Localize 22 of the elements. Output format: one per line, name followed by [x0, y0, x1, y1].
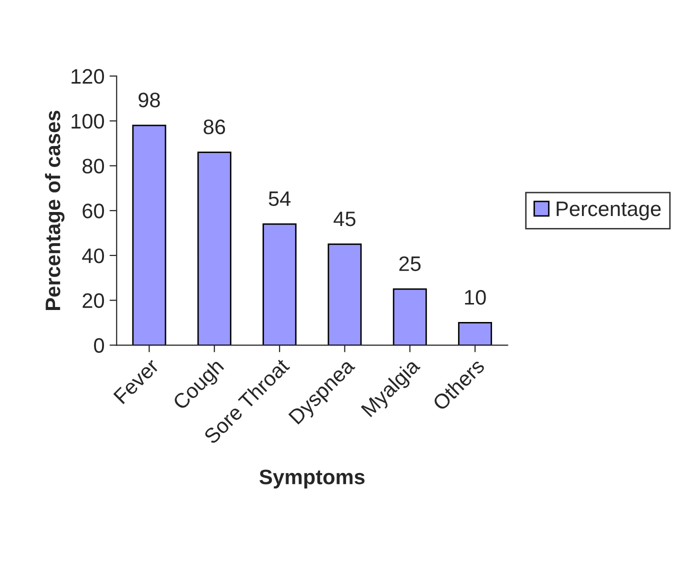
y-tick-label: 60	[82, 204, 104, 218]
y-tick-label: 120	[72, 69, 104, 84]
data-label: 98	[138, 92, 160, 108]
data-label: 54	[268, 192, 291, 206]
y-tick-label: 80	[82, 158, 104, 174]
data-label: 25	[399, 256, 421, 272]
y-axis-title: Percentage of cases	[44, 110, 65, 310]
bar	[262, 223, 297, 346]
y-tick-label: 100	[72, 114, 104, 129]
bar	[392, 288, 427, 346]
legend-label: Percentage	[556, 202, 661, 220]
y-tick-label: 0	[94, 338, 104, 353]
y-tick-label: 20	[82, 293, 104, 308]
bar	[328, 244, 362, 346]
data-label: 10	[465, 290, 486, 305]
bar	[197, 152, 232, 346]
bar	[132, 124, 166, 346]
y-tick-label: 40	[82, 248, 104, 264]
bar	[458, 322, 492, 346]
data-label: 86	[204, 120, 226, 134]
data-label: 45	[334, 212, 356, 226]
x-axis-title: Symptoms	[259, 470, 365, 488]
